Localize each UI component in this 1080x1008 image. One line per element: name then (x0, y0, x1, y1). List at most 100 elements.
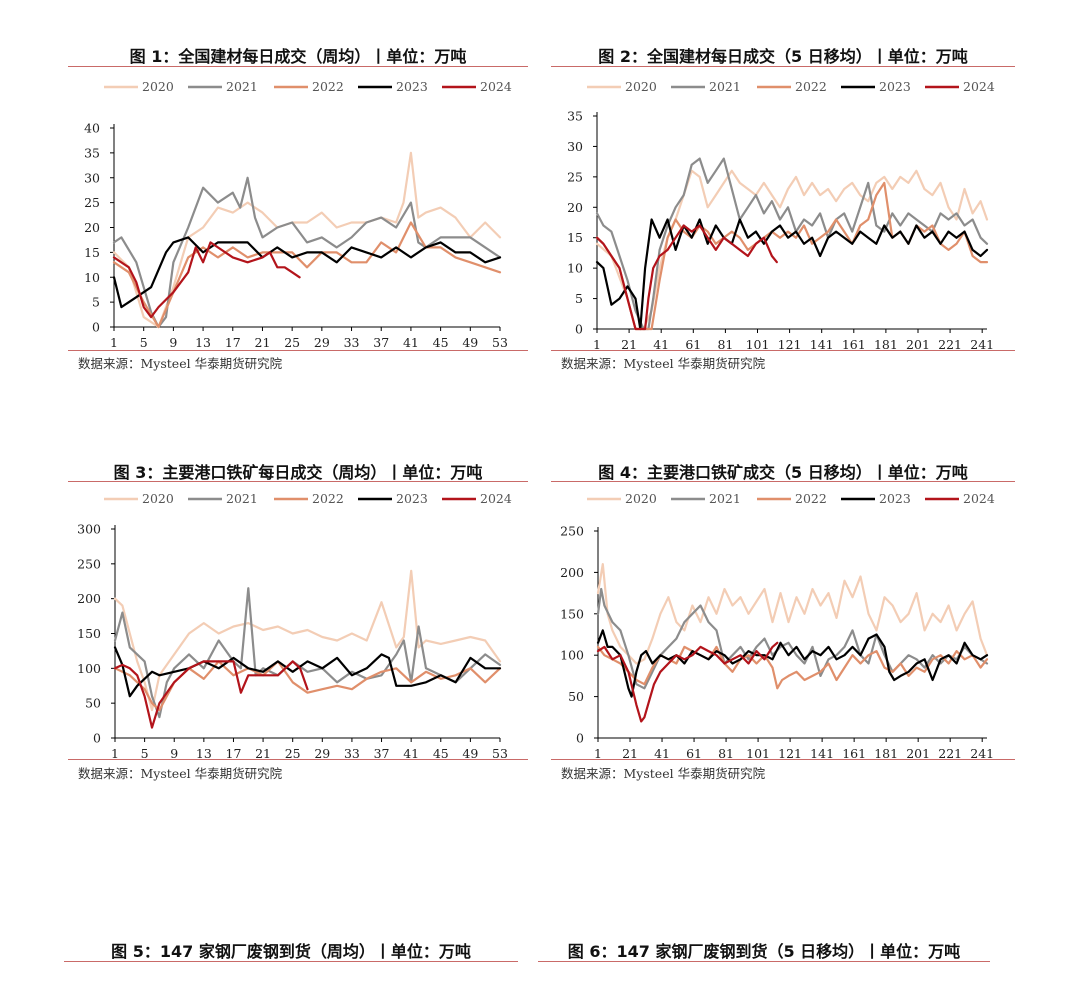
x-tick-label: 13 (196, 746, 212, 761)
series-line-2020 (596, 562, 989, 665)
legend-item: 2023 (358, 491, 428, 506)
y-tick-label: 20 (84, 220, 100, 235)
x-tick-label: 37 (374, 746, 390, 761)
y-tick-label: 30 (84, 170, 100, 185)
y-tick-label: 20 (567, 200, 583, 215)
legend-item: 2022 (274, 79, 344, 94)
x-tick-label: 241 (970, 746, 994, 761)
legend-label: 2021 (709, 79, 741, 94)
legend-item: 2023 (358, 79, 428, 94)
y-tick-label: 50 (568, 689, 584, 704)
x-tick-label: 101 (746, 337, 770, 352)
legend-label: 2022 (795, 79, 827, 94)
x-tick-label: 49 (462, 335, 478, 350)
x-tick-label: 13 (195, 335, 211, 350)
x-tick-label: 5 (141, 746, 149, 761)
x-tick-label: 61 (686, 746, 702, 761)
x-tick-label: 41 (654, 746, 670, 761)
x-tick-label: 241 (970, 337, 994, 352)
y-tick-label: 25 (567, 169, 583, 184)
source-rule (68, 350, 528, 351)
legend-label: 2023 (396, 79, 428, 94)
line-chart-3: 2020 2021 2022 2023 2024 0 50 100 150 200 250 300 1 5… (77, 491, 512, 761)
y-tick-label: 40 (84, 121, 100, 136)
x-tick-label: 53 (492, 335, 508, 350)
y-tick-label: 250 (77, 556, 101, 571)
legend-item: 2022 (757, 491, 827, 506)
x-tick-label: 121 (778, 337, 802, 352)
source-rule (551, 350, 1015, 351)
legend-label: 2022 (795, 491, 827, 506)
y-tick-label: 10 (84, 270, 100, 285)
series-line-2021 (596, 587, 989, 690)
series-line-2024 (596, 641, 779, 723)
y-tick-label: 150 (560, 606, 584, 621)
x-tick-label: 9 (170, 746, 178, 761)
x-tick-label: 49 (462, 746, 478, 761)
x-tick-label: 17 (225, 335, 241, 350)
x-tick-label: 41 (403, 746, 419, 761)
legend-item: 2020 (587, 491, 657, 506)
legend-item: 2024 (442, 491, 512, 506)
y-tick-label: 5 (575, 291, 583, 306)
y-tick-label: 10 (567, 261, 583, 276)
legend-label: 2021 (709, 491, 741, 506)
source-note: 数据来源：Mysteel 华泰期货研究院 (561, 766, 766, 781)
legend-label: 2021 (226, 491, 258, 506)
x-tick-label: 201 (906, 746, 930, 761)
legend-item: 2024 (925, 79, 995, 94)
y-tick-label: 0 (575, 322, 583, 337)
x-tick-label: 37 (373, 335, 389, 350)
chart-title: 图 6：147 家钢厂废钢到货（5 日移均）丨单位：万吨 (567, 942, 961, 961)
source-note: 数据来源：Mysteel 华泰期货研究院 (78, 766, 283, 781)
chart-title: 图 1：全国建材每日成交（周均）丨单位：万吨 (129, 47, 467, 66)
chart-panel-3: 图 3：主要港口铁矿每日成交（周均）丨单位：万吨 2020 2021 2022 202… (68, 452, 528, 792)
y-tick-label: 100 (560, 648, 584, 663)
x-tick-label: 61 (685, 337, 701, 352)
legend-label: 2020 (625, 491, 657, 506)
series-line-2022 (113, 660, 502, 712)
y-tick-label: 0 (576, 731, 584, 746)
y-tick-label: 300 (77, 522, 101, 537)
legend-item: 2021 (188, 79, 258, 94)
series-line-2021 (595, 157, 989, 331)
y-tick-label: 0 (93, 731, 101, 746)
series-line-2024 (113, 660, 309, 729)
source-rule (551, 759, 1015, 760)
legend-item: 2024 (925, 491, 995, 506)
x-tick-label: 221 (938, 337, 962, 352)
legend-label: 2024 (480, 491, 512, 506)
x-tick-label: 41 (403, 335, 419, 350)
y-tick-label: 50 (85, 696, 101, 711)
legend-label: 2020 (625, 79, 657, 94)
x-tick-label: 181 (874, 337, 898, 352)
legend-item: 2023 (841, 79, 911, 94)
chart-panel-5: 图 5：147 家钢厂废钢到货（周均）丨单位：万吨 (64, 935, 518, 975)
x-tick-label: 21 (622, 746, 638, 761)
x-tick-label: 1 (110, 335, 118, 350)
x-tick-label: 161 (842, 337, 866, 352)
x-tick-label: 161 (842, 746, 866, 761)
legend-label: 2022 (312, 491, 344, 506)
x-tick-label: 33 (344, 335, 360, 350)
legend-item: 2022 (274, 491, 344, 506)
x-tick-label: 21 (255, 746, 271, 761)
chart-title: 图 3：主要港口铁矿每日成交（周均）丨单位：万吨 (113, 463, 483, 482)
chart-panel-6: 图 6：147 家钢厂废钢到货（5 日移均）丨单位：万吨 (538, 935, 990, 975)
legend-item: 2021 (671, 491, 741, 506)
legend-label: 2021 (226, 79, 258, 94)
chart-panel-1: 图 1：全国建材每日成交（周均）丨单位：万吨 2020 2021 2022 2023 2… (68, 40, 528, 380)
chart-panel-4: 图 4：主要港口铁矿成交（5 日移均）丨单位：万吨 2020 2021 2022 20… (551, 452, 1015, 792)
x-tick-label: 1 (111, 746, 119, 761)
legend-label: 2023 (879, 491, 911, 506)
legend-label: 2022 (312, 79, 344, 94)
x-tick-label: 121 (778, 746, 802, 761)
x-tick-label: 29 (314, 746, 330, 761)
legend-item: 2023 (841, 491, 911, 506)
y-tick-label: 30 (567, 139, 583, 154)
x-tick-label: 45 (433, 335, 449, 350)
x-tick-label: 45 (433, 746, 449, 761)
x-tick-label: 141 (810, 746, 834, 761)
